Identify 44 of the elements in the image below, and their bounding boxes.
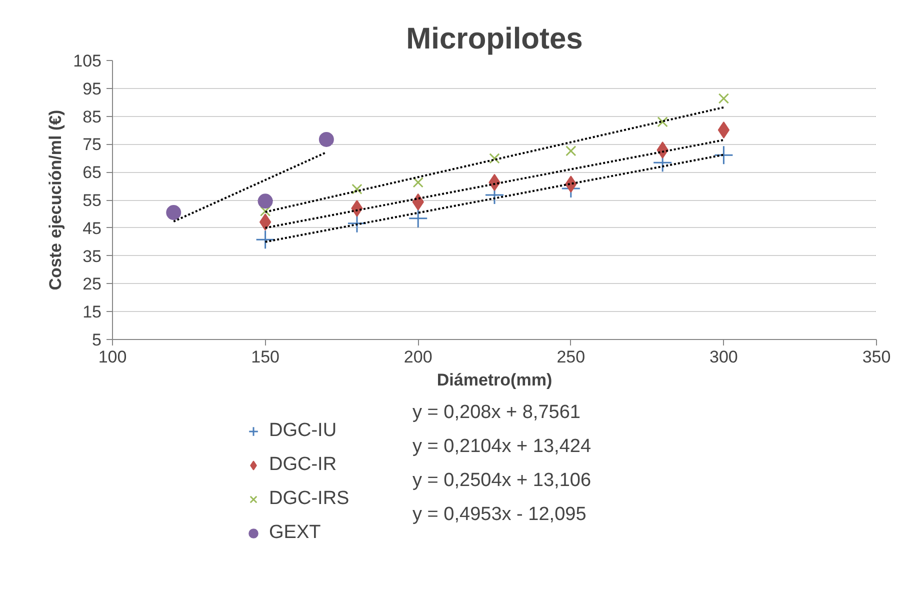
point <box>166 205 182 220</box>
point <box>412 177 424 188</box>
chart-title: Micropilotes <box>406 22 583 56</box>
y-tick-label: 45 <box>82 218 102 238</box>
x-tick-label: 300 <box>710 348 738 366</box>
y-tick-label: 5 <box>92 330 102 350</box>
legend-label: DGC-IU <box>269 419 337 443</box>
point <box>347 214 367 234</box>
point <box>657 116 668 128</box>
y-tick-label: 25 <box>82 274 102 294</box>
y-tick-label: 35 <box>82 246 102 266</box>
text: y = 0,4953x - 12,095 <box>412 504 586 525</box>
x-tick-label: 250 <box>556 348 586 366</box>
x-axis-title: Diámetro(mm) <box>436 370 552 390</box>
y-tick-label: 15 <box>82 302 102 322</box>
text: y = 0,208x + 8,7561 <box>412 402 580 423</box>
point <box>718 121 730 138</box>
point <box>408 208 428 228</box>
y-tick-label: 75 <box>82 135 102 154</box>
point <box>352 184 362 194</box>
y-tick-label: 65 <box>82 163 102 182</box>
point <box>318 132 334 147</box>
y-tick-label: 55 <box>82 191 102 210</box>
point <box>258 194 273 209</box>
point <box>714 145 734 165</box>
point <box>259 214 272 231</box>
text: y = 0,2504x + 13,106 <box>412 470 592 491</box>
legend-label: GEXT <box>269 521 321 545</box>
x-tick-label: 100 <box>98 348 127 366</box>
point <box>256 230 276 250</box>
point <box>566 146 576 156</box>
y-tick-label: 85 <box>82 107 102 126</box>
legend-label: DGC-IRS <box>269 487 350 511</box>
x-tick-label: 150 <box>251 348 280 366</box>
point <box>489 153 500 164</box>
point <box>718 93 730 104</box>
x-tick-label: 350 <box>862 348 891 366</box>
y-tick-label: 95 <box>82 79 102 98</box>
x-tick-label: 200 <box>404 348 432 366</box>
point <box>260 206 271 217</box>
legend-label: DGC-IR <box>269 453 337 477</box>
y-tick-label: 105 <box>73 52 102 70</box>
y-axis-title: Coste ejecución/ml (€) <box>46 110 66 290</box>
text: y = 0,2104x + 13,424 <box>412 436 592 457</box>
